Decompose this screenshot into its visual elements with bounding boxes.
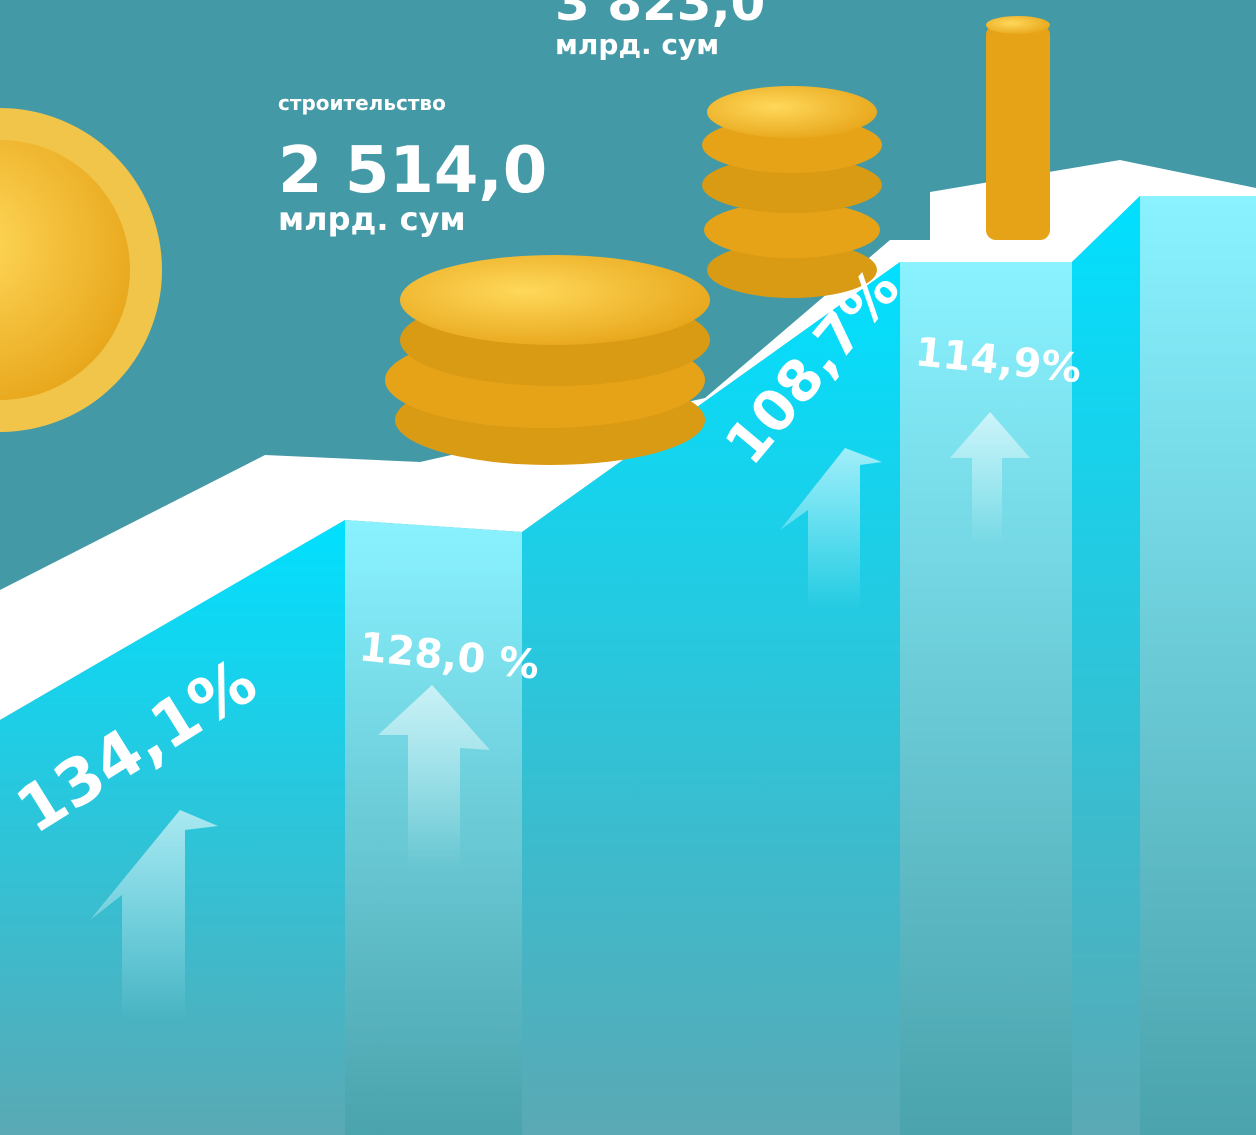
coin-stack <box>385 255 710 465</box>
arrow <box>780 448 882 610</box>
unit: млрд. сум <box>278 200 466 238</box>
arrow <box>378 685 490 870</box>
coin-stack <box>986 16 1050 240</box>
step-front <box>900 262 1072 1135</box>
arrow <box>950 412 1030 545</box>
step-face <box>522 262 900 1135</box>
category: строительство <box>278 91 446 115</box>
step-front <box>1140 196 1256 1135</box>
value: 3 823,0 <box>555 0 765 32</box>
value: 2 514,0 <box>278 134 547 208</box>
step-face <box>1072 196 1140 1135</box>
arrow <box>90 810 218 1020</box>
coin-face <box>0 140 130 400</box>
unit: млрд. сум <box>555 28 719 61</box>
coin-stack <box>702 86 882 298</box>
